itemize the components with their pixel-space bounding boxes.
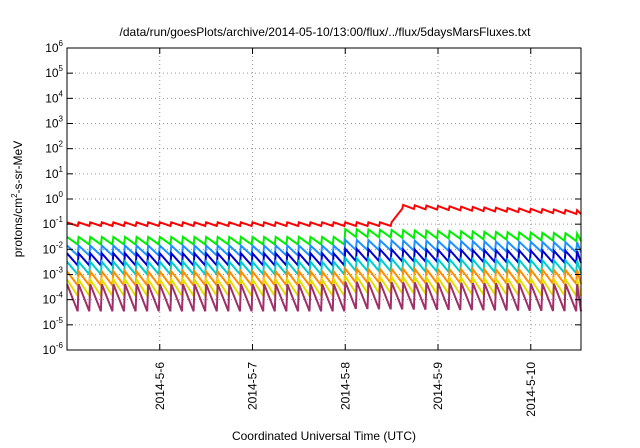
y-tick-label: 106 <box>45 39 63 55</box>
y-tick-base: 10 <box>45 41 59 55</box>
series-line-3 <box>66 237 582 258</box>
y-tick-base: 10 <box>43 268 57 282</box>
y-axis: 10-610-510-410-310-210-11001011021031041… <box>43 39 581 357</box>
y-tick-label: 105 <box>45 64 63 80</box>
y-tick-label: 10-3 <box>43 266 64 282</box>
x-tick-label: 2014-5-6 <box>153 362 167 410</box>
y-tick-label: 10-6 <box>43 341 64 357</box>
y-tick-exp: 0 <box>59 190 64 199</box>
y-tick-base: 10 <box>45 192 59 206</box>
x-tick-label: 2014-5-9 <box>431 362 445 410</box>
y-tick-exp: -2 <box>56 240 64 249</box>
y-tick-base: 10 <box>43 343 57 357</box>
y-tick-base: 10 <box>45 91 59 105</box>
series-line-2 <box>66 227 582 247</box>
y-axis-label: protons/cm2-s-sr-MeV <box>10 141 25 257</box>
y-tick-label: 100 <box>45 190 63 206</box>
series-line-6 <box>66 265 582 289</box>
y-tick-label: 10-1 <box>43 215 64 231</box>
y-tick-label: 10-4 <box>43 291 64 307</box>
y-tick-exp: -4 <box>56 291 64 300</box>
y-axis-label-sup: 2 <box>10 193 19 198</box>
y-tick-exp: 2 <box>59 140 64 149</box>
y-tick-base: 10 <box>43 242 57 256</box>
y-tick-exp: -3 <box>56 266 64 275</box>
y-tick-label: 103 <box>45 115 63 131</box>
y-tick-label: 101 <box>45 165 63 181</box>
y-tick-label: 10-5 <box>43 316 64 332</box>
y-tick-base: 10 <box>45 142 59 156</box>
series-layer <box>66 203 582 312</box>
series-line-1 <box>66 203 582 228</box>
y-tick-exp: 6 <box>59 39 64 48</box>
x-tick-label: 2014-5-7 <box>246 362 260 410</box>
y-tick-base: 10 <box>45 66 59 80</box>
y-tick-base: 10 <box>43 318 57 332</box>
y-tick-exp: -1 <box>56 215 64 224</box>
y-tick-exp: -5 <box>56 316 64 325</box>
chart-title: /data/run/goesPlots/archive/2014-05-10/1… <box>120 25 532 39</box>
y-axis-label-prefix: protons/cm <box>11 198 25 257</box>
y-tick-exp: 1 <box>59 165 64 174</box>
y-tick-base: 10 <box>43 217 57 231</box>
y-tick-label: 104 <box>45 89 63 105</box>
y-tick-base: 10 <box>45 117 59 131</box>
y-tick-label: 10-2 <box>43 240 64 256</box>
series-line-8 <box>66 281 582 312</box>
y-tick-label: 102 <box>45 140 63 156</box>
y-axis-label-suffix: -s-sr-MeV <box>11 141 25 194</box>
series-line-7 <box>66 273 582 300</box>
x-axis: 2014-5-6 2014-5-7 2014-5-8 2014-5-9 2014-5-1… <box>153 48 538 417</box>
x-tick-label: 2014-5-10 <box>524 362 538 417</box>
y-tick-exp: 4 <box>59 89 64 98</box>
x-tick-label: 2014-5-8 <box>338 362 352 410</box>
x-axis-label: Coordinated Universal Time (UTC) <box>232 429 416 443</box>
y-tick-exp: 3 <box>59 115 64 124</box>
y-tick-exp: 5 <box>59 64 64 73</box>
y-tick-base: 10 <box>43 293 57 307</box>
series-line-5 <box>66 255 582 277</box>
y-tick-exp: -6 <box>56 341 64 350</box>
series-line-4 <box>66 246 582 268</box>
y-tick-base: 10 <box>45 167 59 181</box>
